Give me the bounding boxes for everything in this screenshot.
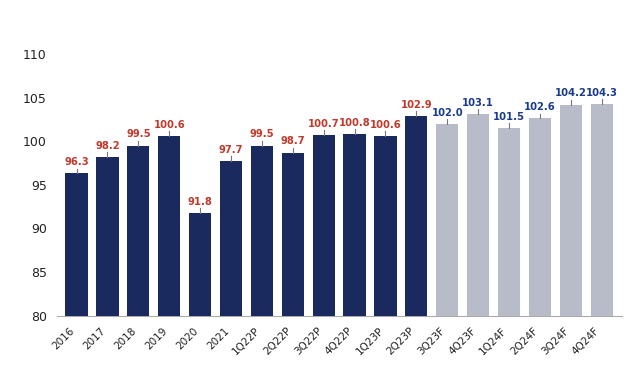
Bar (220, 161, 242, 316)
Bar (590, 104, 613, 316)
Bar (282, 152, 304, 316)
Bar (313, 135, 335, 316)
Bar (529, 119, 551, 316)
Text: 102.6: 102.6 (524, 102, 556, 112)
Text: 99.5: 99.5 (126, 129, 151, 139)
Text: 103.1: 103.1 (462, 98, 494, 108)
Text: 104.2: 104.2 (555, 89, 587, 99)
Bar (436, 124, 458, 316)
Bar (158, 136, 180, 316)
Bar (251, 146, 273, 316)
Text: Global Oil Demand (2016-2024) (mb/d): Global Oil Demand (2016-2024) (mb/d) (124, 16, 504, 34)
Bar (498, 128, 520, 316)
Bar (560, 104, 582, 316)
Text: 100.6: 100.6 (369, 120, 401, 130)
Text: 104.3: 104.3 (586, 87, 617, 97)
Text: 91.8: 91.8 (188, 197, 212, 207)
Bar (127, 146, 149, 316)
Text: 102.0: 102.0 (431, 107, 463, 117)
Bar (374, 136, 396, 316)
Text: 99.5: 99.5 (249, 129, 274, 139)
Text: 100.6: 100.6 (153, 120, 185, 130)
Text: 98.2: 98.2 (95, 141, 120, 151)
Bar (65, 174, 88, 316)
Bar (405, 116, 428, 316)
Text: 102.9: 102.9 (401, 100, 432, 110)
Bar (189, 213, 211, 316)
Bar (344, 134, 365, 316)
Text: 98.7: 98.7 (281, 136, 305, 146)
Text: 101.5: 101.5 (493, 112, 525, 122)
Bar (96, 157, 119, 316)
Text: 97.7: 97.7 (219, 145, 243, 155)
Bar (467, 114, 489, 316)
Text: 100.7: 100.7 (308, 119, 340, 129)
Text: 96.3: 96.3 (64, 157, 89, 167)
Text: 100.8: 100.8 (338, 118, 371, 128)
